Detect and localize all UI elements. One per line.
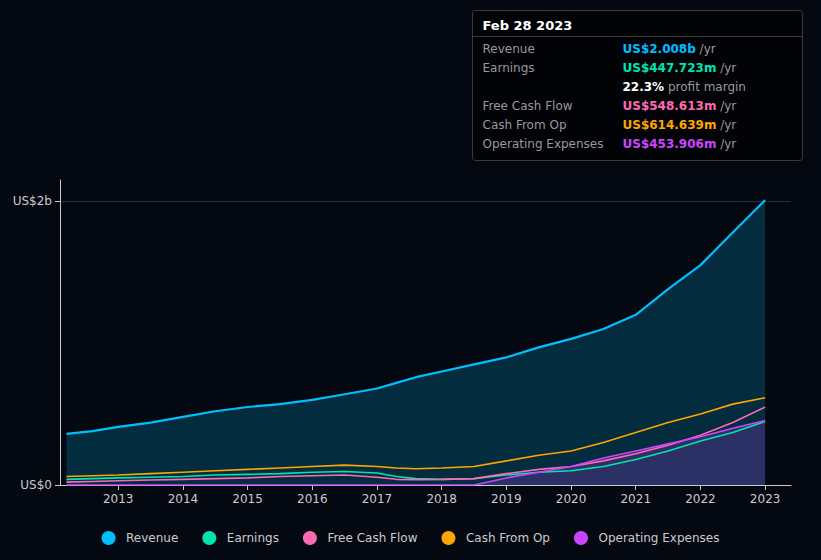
svg-text:profit margin: profit margin — [668, 80, 746, 94]
svg-text:Cash From Op: Cash From Op — [466, 531, 550, 545]
svg-text:2018: 2018 — [426, 492, 457, 506]
svg-text:2022: 2022 — [685, 492, 716, 506]
svg-text:Revenue: Revenue — [483, 42, 535, 56]
svg-text:US$614.639m: US$614.639m — [623, 118, 717, 132]
svg-text:22.3%: 22.3% — [623, 80, 665, 94]
svg-text:2014: 2014 — [168, 492, 199, 506]
svg-text:US$447.723m: US$447.723m — [623, 61, 717, 75]
svg-text:2017: 2017 — [362, 492, 393, 506]
svg-text:2020: 2020 — [556, 492, 587, 506]
svg-text:2019: 2019 — [491, 492, 522, 506]
svg-text:Operating Expenses: Operating Expenses — [598, 531, 719, 545]
svg-text:US$2b: US$2b — [13, 194, 52, 208]
svg-text:Revenue: Revenue — [126, 531, 178, 545]
svg-text:/yr: /yr — [720, 61, 736, 75]
svg-text:Free Cash Flow: Free Cash Flow — [483, 99, 573, 113]
svg-text:2013: 2013 — [103, 492, 134, 506]
svg-text:2015: 2015 — [232, 492, 263, 506]
svg-text:Operating Expenses: Operating Expenses — [483, 137, 604, 151]
svg-text:2016: 2016 — [297, 492, 328, 506]
svg-text:/yr: /yr — [700, 42, 716, 56]
svg-text:US$453.906m: US$453.906m — [623, 137, 717, 151]
svg-text:/yr: /yr — [720, 137, 736, 151]
svg-text:US$548.613m: US$548.613m — [623, 99, 717, 113]
svg-text:US$0: US$0 — [20, 478, 52, 492]
svg-text:Earnings: Earnings — [483, 61, 535, 75]
svg-text:/yr: /yr — [720, 99, 736, 113]
svg-text:Feb 28 2023: Feb 28 2023 — [483, 18, 573, 33]
svg-text:2021: 2021 — [620, 492, 651, 506]
svg-text:Earnings: Earnings — [227, 531, 279, 545]
svg-text:US$2.008b: US$2.008b — [623, 42, 697, 56]
svg-text:/yr: /yr — [720, 118, 736, 132]
svg-text:Free Cash Flow: Free Cash Flow — [327, 531, 417, 545]
svg-text:Cash From Op: Cash From Op — [483, 118, 567, 132]
svg-text:2023: 2023 — [750, 492, 781, 506]
